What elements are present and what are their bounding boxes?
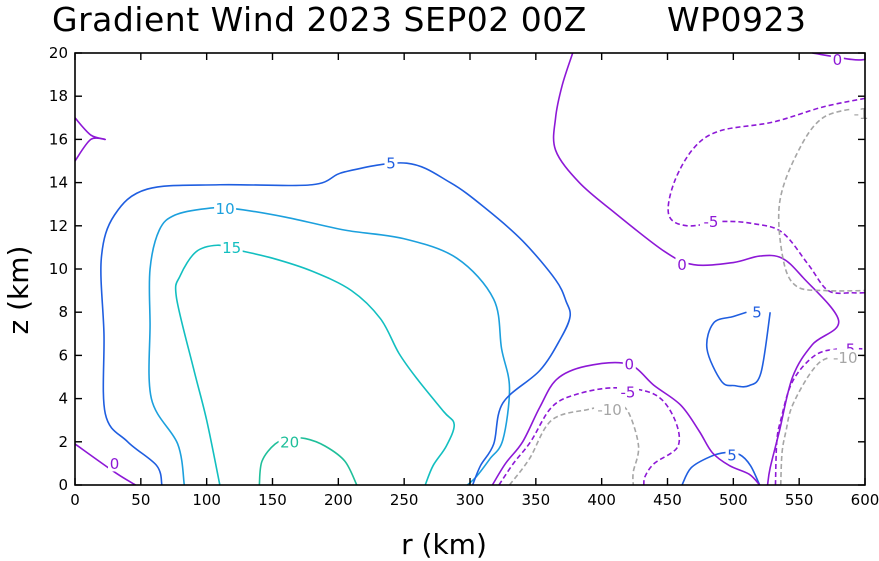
contour-label-bg <box>108 455 121 472</box>
y-tick-label: 16 <box>49 130 68 148</box>
x-tick-label: 250 <box>390 491 419 509</box>
chart-title: Gradient Wind 2023 SEP02 00Z <box>52 0 587 39</box>
contour-label-bg <box>725 446 739 463</box>
contour-label-bg <box>617 384 639 401</box>
contour-label-bg <box>675 256 689 273</box>
contour-label-bg <box>850 105 873 122</box>
x-tick-label: 150 <box>258 491 287 509</box>
contour-label-bg <box>214 200 237 217</box>
x-tick-label: 500 <box>719 491 748 509</box>
y-tick-label: 12 <box>49 217 68 235</box>
contour-label-bg <box>594 401 626 418</box>
contour-label: 5 <box>386 155 396 173</box>
x-tick-label: 450 <box>653 491 682 509</box>
x-tick-label: 600 <box>851 491 879 509</box>
y-tick-label: 6 <box>58 346 68 364</box>
x-tick-label: 100 <box>192 491 221 509</box>
contour-label: 15 <box>222 239 241 257</box>
storm-id: WP0923 <box>667 0 807 39</box>
contour-label-bg <box>384 155 398 172</box>
contour-line-neg5 <box>498 387 681 486</box>
contour-line-0 <box>491 361 761 486</box>
y-axis-title: z (km) <box>2 246 35 335</box>
x-axis: 0 50 100 150 200 250 300 350 400 450 500 550 600 <box>70 53 879 509</box>
x-tick-label: 200 <box>324 491 353 509</box>
contour-label-bg <box>750 304 764 321</box>
contour-label: -10 <box>833 349 858 367</box>
contour-label: 0 <box>110 455 120 473</box>
y-tick-label: 0 <box>58 476 68 494</box>
contour-label-bg <box>829 349 861 366</box>
contour-label: -5 <box>621 384 636 402</box>
contour-label-bg <box>278 433 301 450</box>
contour-label-bg <box>622 356 636 373</box>
contour-label: 0 <box>625 356 635 374</box>
x-tick-label: 350 <box>522 491 551 509</box>
contour-line-neg10 <box>777 106 866 292</box>
x-tick-label: 550 <box>785 491 814 509</box>
contour-line-5 <box>100 162 572 486</box>
y-tick-label: 2 <box>58 433 68 451</box>
x-tick-label: 400 <box>587 491 616 509</box>
contour-label: 5 <box>727 446 737 464</box>
y-tick-label: 14 <box>49 174 68 192</box>
contour-line-neg10 <box>779 354 866 486</box>
y-tick-label: 8 <box>58 303 68 321</box>
contour-line-neg5 <box>774 347 866 486</box>
contour-line-15 <box>174 244 456 486</box>
x-axis-title: r (km) <box>401 528 487 561</box>
x-tick-label: 50 <box>131 491 150 509</box>
y-tick-label: 20 <box>49 44 68 62</box>
y-tick-label: 18 <box>49 87 68 105</box>
contour-line-10 <box>148 206 511 486</box>
contour-label: 5 <box>752 304 762 322</box>
contour-line-neg5 <box>667 97 866 295</box>
contour-line-0 <box>74 117 107 162</box>
contour-line-0 <box>812 52 866 61</box>
y-axis: 0 2 4 6 8 10 12 14 16 18 20 <box>49 44 865 494</box>
contour-line-0 <box>552 52 840 486</box>
contour-label: 20 <box>280 433 299 451</box>
x-tick-label: 300 <box>456 491 485 509</box>
contour-line-0 <box>74 443 136 486</box>
contour-label: 10 <box>216 200 235 218</box>
contour-label: 0 <box>677 256 687 274</box>
contour-line-20 <box>258 436 358 486</box>
y-tick-label: 10 <box>49 260 68 278</box>
contour-line-5 <box>705 311 771 388</box>
contour-label: -5 <box>703 213 718 231</box>
contour-label-bg <box>220 239 243 256</box>
contour-line-5 <box>681 451 761 486</box>
contour-label: 0 <box>833 51 843 69</box>
contour-label-bg <box>699 213 722 230</box>
y-tick-label: 4 <box>58 390 68 408</box>
contour-label: -10 <box>597 401 622 419</box>
contour-label-bg <box>830 51 844 68</box>
x-tick-label: 0 <box>70 491 80 509</box>
contour-label: -1 <box>854 105 869 123</box>
